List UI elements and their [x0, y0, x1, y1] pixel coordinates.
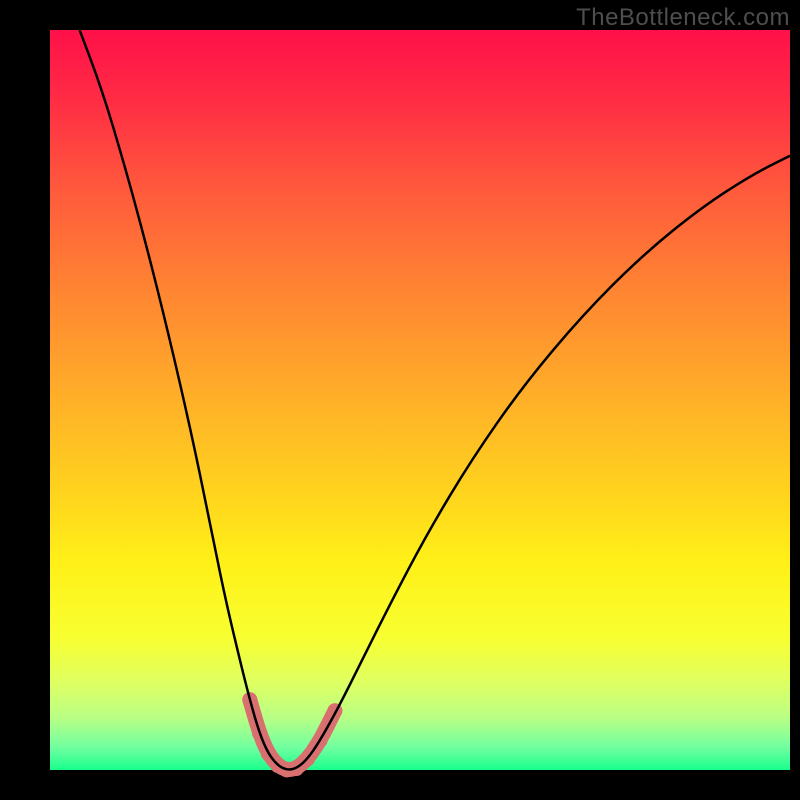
bottleneck-curve-chart [0, 0, 800, 800]
plot-area [50, 30, 790, 770]
watermark: TheBottleneck.com [576, 4, 790, 32]
